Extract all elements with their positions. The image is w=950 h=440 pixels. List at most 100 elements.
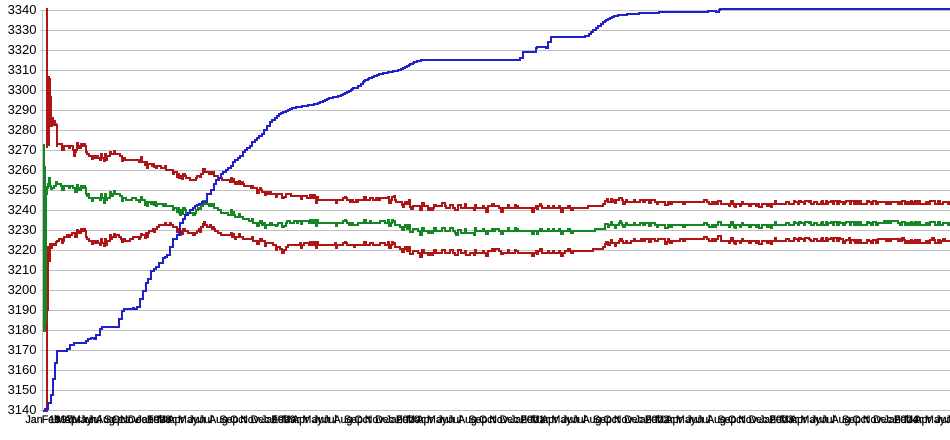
svg-text:Oct: Oct — [603, 414, 620, 426]
svg-text:Sep: Sep — [469, 414, 488, 426]
svg-text:3160: 3160 — [8, 362, 37, 377]
svg-text:Apr: Apr — [915, 414, 932, 426]
svg-text:Sep: Sep — [842, 414, 861, 426]
svg-text:3290: 3290 — [8, 102, 37, 117]
svg-text:Jan: Jan — [261, 414, 278, 426]
svg-text:3270: 3270 — [8, 142, 37, 157]
svg-text:Sep: Sep — [104, 414, 123, 426]
svg-text:Jun: Jun — [686, 414, 703, 426]
svg-text:Jan: Jan — [759, 414, 776, 426]
svg-text:Jan: Jan — [26, 414, 43, 426]
svg-text:3150: 3150 — [8, 382, 37, 397]
svg-text:May: May — [801, 414, 822, 426]
svg-text:Apr: Apr — [541, 414, 558, 426]
svg-text:Nov: Nov — [489, 414, 509, 426]
svg-text:Nov: Nov — [120, 414, 140, 426]
svg-text:3340: 3340 — [8, 2, 37, 17]
svg-text:May: May — [72, 414, 93, 426]
svg-text:Jul: Jul — [946, 414, 950, 426]
svg-text:3140: 3140 — [8, 402, 37, 417]
svg-text:May: May — [676, 414, 697, 426]
svg-text:2000: 2000 — [397, 414, 421, 426]
svg-text:3170: 3170 — [8, 342, 37, 357]
svg-text:Jun: Jun — [188, 414, 205, 426]
svg-text:3220: 3220 — [8, 242, 37, 257]
svg-text:Dec: Dec — [873, 414, 893, 426]
svg-text:Mar: Mar — [780, 414, 799, 426]
svg-text:Nov: Nov — [240, 414, 260, 426]
svg-text:Mar: Mar — [56, 414, 75, 426]
svg-text:Jul: Jul — [88, 414, 102, 426]
svg-text:Mar: Mar — [406, 414, 425, 426]
svg-text:Mar: Mar — [157, 414, 176, 426]
svg-text:Mar: Mar — [531, 414, 550, 426]
svg-text:Nov: Nov — [738, 414, 758, 426]
svg-text:Aug: Aug — [707, 414, 726, 426]
svg-text:Dec: Dec — [500, 414, 520, 426]
svg-text:Jan: Jan — [635, 414, 652, 426]
svg-text:Feb: Feb — [894, 414, 912, 426]
svg-text:Feb: Feb — [520, 414, 538, 426]
svg-text:Jun: Jun — [437, 414, 454, 426]
svg-text:Oct: Oct — [852, 414, 869, 426]
svg-text:Oct: Oct — [728, 414, 745, 426]
svg-text:Apr: Apr — [417, 414, 434, 426]
svg-text:Apr: Apr — [790, 414, 807, 426]
svg-text:Sep: Sep — [220, 414, 239, 426]
svg-text:Jul: Jul — [448, 414, 462, 426]
svg-text:May: May — [925, 414, 946, 426]
svg-text:Jul: Jul — [697, 414, 711, 426]
svg-text:Mar: Mar — [282, 414, 301, 426]
svg-text:3250: 3250 — [8, 182, 37, 197]
svg-text:May: May — [178, 414, 199, 426]
svg-text:Jun: Jun — [562, 414, 579, 426]
svg-text:Mar: Mar — [904, 414, 923, 426]
svg-text:3260: 3260 — [8, 162, 37, 177]
svg-text:3190: 3190 — [8, 302, 37, 317]
svg-text:Jul: Jul — [572, 414, 586, 426]
svg-text:3300: 3300 — [8, 82, 37, 97]
svg-text:Apr: Apr — [64, 414, 81, 426]
svg-text:3210: 3210 — [8, 262, 37, 277]
svg-text:Sep: Sep — [344, 414, 363, 426]
svg-text:Dec: Dec — [375, 414, 395, 426]
svg-text:Feb: Feb — [271, 414, 289, 426]
svg-text:Mar: Mar — [655, 414, 674, 426]
svg-text:Jun: Jun — [935, 414, 950, 426]
svg-text:1998: 1998 — [148, 414, 172, 426]
svg-text:Aug: Aug — [458, 414, 477, 426]
svg-text:Aug: Aug — [832, 414, 851, 426]
svg-text:Nov: Nov — [863, 414, 883, 426]
svg-text:Jan: Jan — [386, 414, 403, 426]
svg-text:Oct: Oct — [479, 414, 496, 426]
svg-text:Jul: Jul — [821, 414, 835, 426]
svg-text:Jan: Jan — [884, 414, 901, 426]
svg-text:Jun: Jun — [811, 414, 828, 426]
svg-text:3320: 3320 — [8, 42, 37, 57]
svg-text:Jun: Jun — [80, 414, 97, 426]
svg-text:Dec: Dec — [624, 414, 644, 426]
svg-text:Oct: Oct — [354, 414, 371, 426]
svg-text:Feb: Feb — [645, 414, 663, 426]
svg-text:Feb: Feb — [396, 414, 414, 426]
svg-text:Apr: Apr — [292, 414, 309, 426]
svg-text:Apr: Apr — [168, 414, 185, 426]
svg-text:Aug: Aug — [334, 414, 353, 426]
svg-text:Dec: Dec — [128, 414, 148, 426]
svg-text:3280: 3280 — [8, 122, 37, 137]
svg-text:Jul: Jul — [323, 414, 337, 426]
svg-text:2003: 2003 — [770, 414, 794, 426]
svg-text:2004: 2004 — [895, 414, 919, 426]
svg-text:3200: 3200 — [8, 282, 37, 297]
svg-text:3230: 3230 — [8, 222, 37, 237]
svg-text:1999: 1999 — [272, 414, 296, 426]
svg-text:May: May — [427, 414, 448, 426]
svg-text:Aug: Aug — [583, 414, 602, 426]
svg-text:Jun: Jun — [313, 414, 330, 426]
svg-text:1997: 1997 — [49, 414, 73, 426]
svg-text:Nov: Nov — [365, 414, 385, 426]
svg-text:Aug: Aug — [96, 414, 115, 426]
svg-text:Jan: Jan — [510, 414, 527, 426]
svg-text:Oct: Oct — [230, 414, 247, 426]
svg-text:Dec: Dec — [251, 414, 271, 426]
